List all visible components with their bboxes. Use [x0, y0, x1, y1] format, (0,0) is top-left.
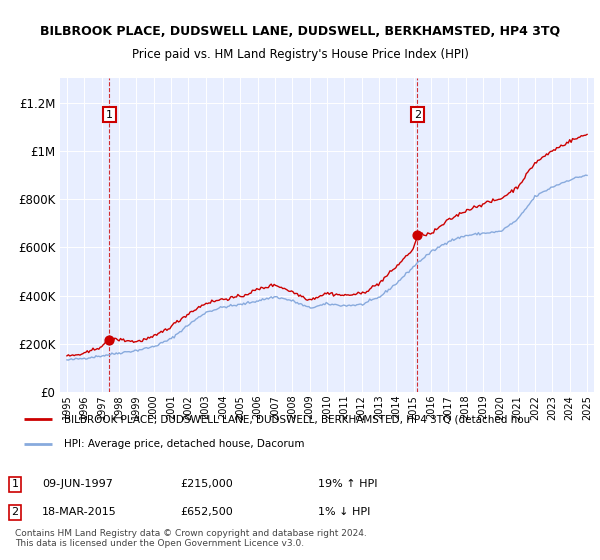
Text: 1: 1: [11, 479, 19, 489]
Text: HPI: Average price, detached house, Dacorum: HPI: Average price, detached house, Daco…: [64, 439, 304, 449]
Point: [413, 230, 422, 239]
Text: BILBROOK PLACE, DUDSWELL LANE, DUDSWELL, BERKHAMSTED, HP4 3TQ: BILBROOK PLACE, DUDSWELL LANE, DUDSWELL,…: [40, 25, 560, 38]
Text: 09-JUN-1997: 09-JUN-1997: [42, 479, 113, 489]
Point: [104, 335, 114, 344]
Text: 2: 2: [11, 507, 19, 517]
Text: Price paid vs. HM Land Registry's House Price Index (HPI): Price paid vs. HM Land Registry's House …: [131, 48, 469, 60]
Text: 1: 1: [106, 110, 113, 120]
Text: £215,000: £215,000: [180, 479, 233, 489]
Text: BILBROOK PLACE, DUDSWELL LANE, DUDSWELL, BERKHAMSTED, HP4 3TQ (detached hou: BILBROOK PLACE, DUDSWELL LANE, DUDSWELL,…: [64, 414, 530, 424]
Text: Contains HM Land Registry data © Crown copyright and database right 2024.
This d: Contains HM Land Registry data © Crown c…: [15, 529, 367, 548]
Text: 2: 2: [414, 110, 421, 120]
Text: £652,500: £652,500: [180, 507, 233, 517]
Text: 18-MAR-2015: 18-MAR-2015: [42, 507, 117, 517]
Text: 1% ↓ HPI: 1% ↓ HPI: [318, 507, 370, 517]
Text: 19% ↑ HPI: 19% ↑ HPI: [318, 479, 377, 489]
